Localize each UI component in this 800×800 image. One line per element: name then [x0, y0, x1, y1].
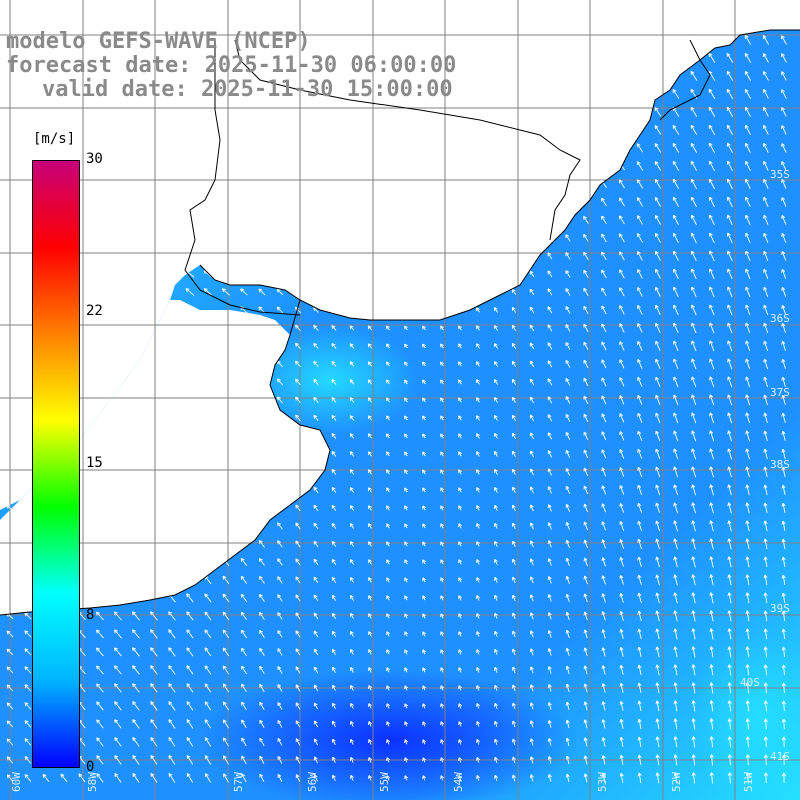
lon-label: 57W — [232, 772, 245, 792]
colorbar-unit: [m/s] — [33, 131, 76, 147]
lon-label: 53W — [596, 772, 609, 792]
lon-label: 52W — [670, 772, 683, 792]
lon-label: 56W — [306, 772, 319, 792]
model-title: modelo GEFS-WAVE (NCEP) — [6, 29, 311, 54]
wind-vector-arrows — [6, 35, 787, 784]
lat-label: 38S — [770, 458, 790, 471]
lat-label: 36S — [770, 312, 790, 325]
lat-label: 39S — [770, 602, 790, 615]
colorbar-tick-0: 0 — [86, 759, 95, 775]
coastline — [0, 29, 800, 616]
lon-label: 60W — [10, 772, 23, 792]
forecast-date: forecast date: 2025-11-30 06:00:00 — [6, 53, 457, 78]
lat-label: 37S — [770, 386, 790, 399]
map-title: modelo GEFS-WAVE (NCEP) forecast date: 2… — [6, 30, 566, 102]
lat-label: 41S — [770, 750, 790, 763]
colorbar-tick-15: 15 — [86, 455, 103, 471]
lon-label: 58W — [86, 772, 99, 792]
colorbar-tick-22: 22 — [86, 303, 103, 319]
lon-label: 55W — [378, 772, 391, 792]
colorbar — [32, 160, 80, 768]
valid-date: valid date: 2025-11-30 15:00:00 — [42, 77, 453, 102]
colorbar-tick-30: 30 — [86, 151, 103, 167]
colorbar-tick-8: 8 — [86, 607, 95, 623]
lon-label: 54W — [452, 772, 465, 792]
lat-label: 40S — [740, 676, 760, 689]
lon-label: 51W — [742, 772, 755, 792]
lat-label: 35S — [770, 168, 790, 181]
